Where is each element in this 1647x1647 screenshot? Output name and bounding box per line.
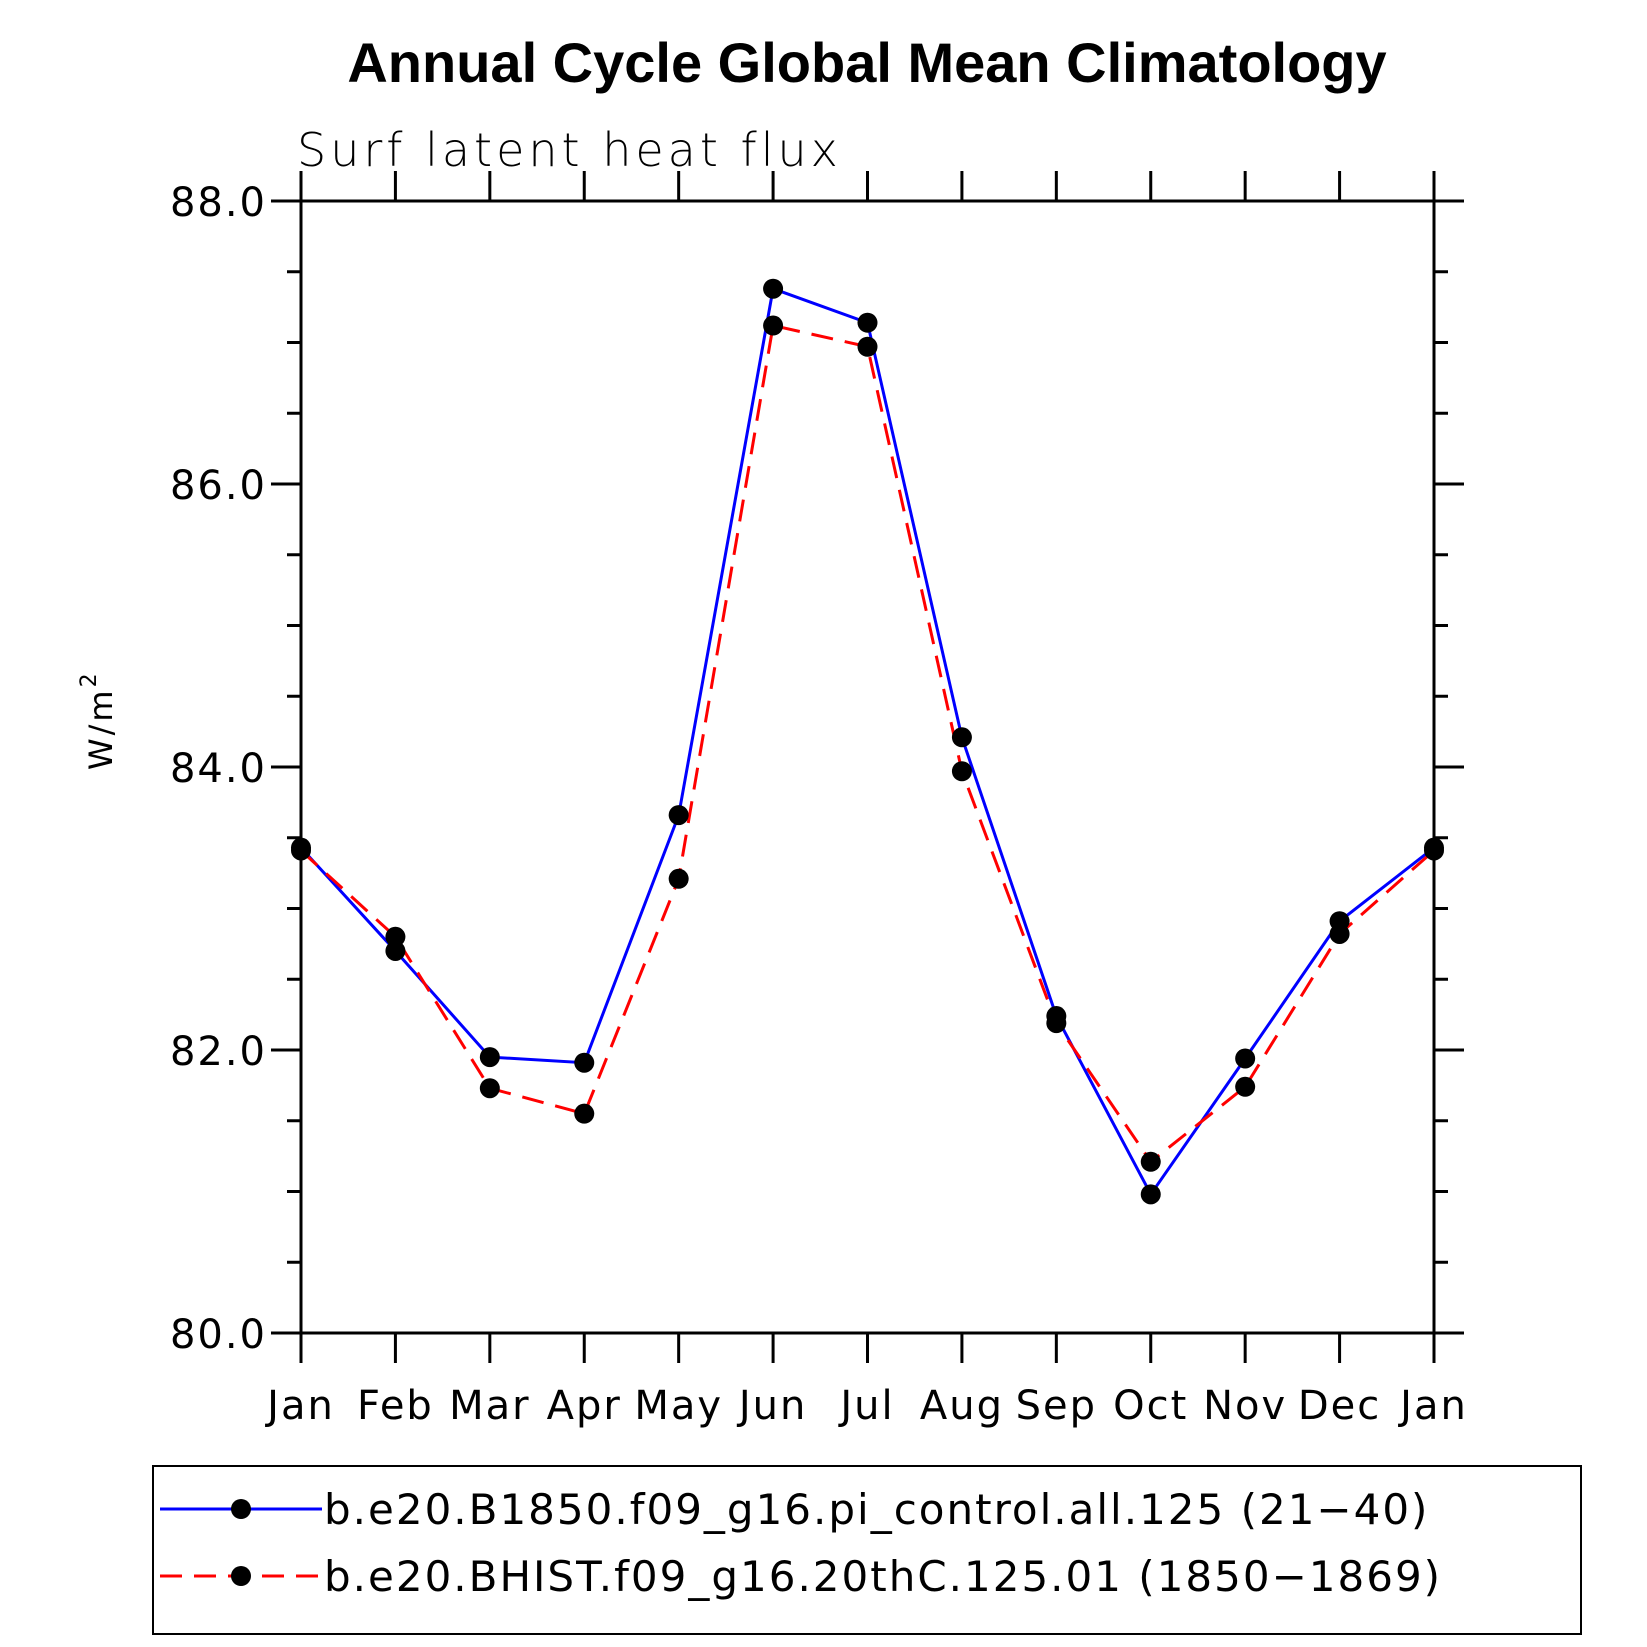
legend-marker-series-1 bbox=[231, 1499, 251, 1519]
series-1-point bbox=[857, 312, 878, 333]
series-2-point bbox=[1046, 1013, 1067, 1034]
y-tick-label: 84.0 bbox=[170, 746, 267, 792]
x-axis-ticks: Jan Feb Mar Apr May Jun Jul Aug Sep Oct Nov Dec Jan bbox=[264, 171, 1468, 1429]
x-tick-label: Feb bbox=[357, 1383, 434, 1429]
series-2-point bbox=[951, 761, 972, 782]
chart-title: Annual Cycle Global Mean Climatology bbox=[347, 31, 1386, 94]
series-2-point bbox=[857, 336, 878, 357]
x-tick-label: Mar bbox=[449, 1383, 530, 1429]
x-tick-label: Dec bbox=[1298, 1383, 1381, 1429]
svg-text:W/m2: W/m2 bbox=[77, 670, 120, 770]
series-1-point bbox=[479, 1047, 500, 1068]
series-2-point bbox=[1329, 923, 1350, 944]
x-tick-label: Oct bbox=[1113, 1383, 1188, 1429]
series-1-point bbox=[574, 1052, 595, 1073]
legend-label-series-1: b.e20.B1850.f09_g16.pi_control.all.125 (… bbox=[324, 1485, 1429, 1534]
legend: b.e20.B1850.f09_g16.pi_control.all.125 (… bbox=[152, 1465, 1582, 1635]
series-1-point bbox=[668, 805, 689, 826]
series-1-point bbox=[763, 278, 784, 299]
chart-subtitle: Surf latent heat flux bbox=[297, 123, 842, 177]
series-layer bbox=[291, 278, 1444, 1205]
x-tick-label: Apr bbox=[547, 1383, 622, 1429]
y-axis-label-text: W/m bbox=[82, 687, 120, 770]
series-2-point bbox=[479, 1078, 500, 1099]
legend-label-series-2: b.e20.BHIST.f09_g16.20thC.125.01 (1850−1… bbox=[324, 1552, 1442, 1601]
y-tick-label: 82.0 bbox=[170, 1029, 267, 1075]
x-tick-label: Jan bbox=[1397, 1383, 1468, 1429]
x-tick-label: Sep bbox=[1016, 1383, 1097, 1429]
y-axis-ticks: 80.0 82.0 84.0 86.0 88.0 bbox=[170, 180, 1464, 1358]
legend-box bbox=[152, 1465, 1582, 1635]
series-1-point bbox=[951, 727, 972, 748]
series-2-point bbox=[291, 840, 311, 861]
series-2-point bbox=[385, 926, 406, 947]
x-tick-label: Jun bbox=[736, 1383, 808, 1429]
x-tick-label: Nov bbox=[1203, 1383, 1287, 1429]
y-tick-label: 86.0 bbox=[170, 463, 267, 509]
x-tick-label: Aug bbox=[920, 1383, 1004, 1429]
plot-frame bbox=[299, 199, 1436, 1335]
x-tick-label: May bbox=[634, 1383, 723, 1429]
legend-marker-series-2 bbox=[231, 1566, 251, 1586]
series-2-point bbox=[574, 1103, 595, 1124]
series-2-point bbox=[1235, 1076, 1256, 1097]
series-1-point bbox=[385, 940, 406, 961]
y-tick-label: 88.0 bbox=[170, 180, 267, 226]
x-tick-label: Jan bbox=[264, 1383, 335, 1429]
series-2-point bbox=[668, 868, 689, 889]
x-tick-label: Jul bbox=[837, 1383, 894, 1429]
y-axis-label: W/m2 bbox=[77, 670, 120, 770]
series-line-1 bbox=[299, 286, 1435, 1198]
series-2-point bbox=[1424, 840, 1444, 861]
series-1-point bbox=[1140, 1184, 1161, 1205]
series-2-point bbox=[763, 315, 784, 336]
y-axis-label-superscript: 2 bbox=[77, 670, 102, 687]
series-2-point bbox=[1140, 1151, 1161, 1172]
series-1-point bbox=[1235, 1048, 1256, 1069]
y-tick-label: 80.0 bbox=[170, 1312, 267, 1358]
